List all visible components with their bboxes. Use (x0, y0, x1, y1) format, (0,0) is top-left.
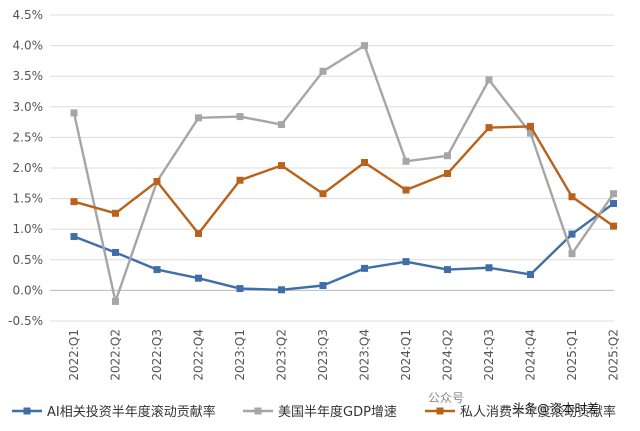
x-tick-label: 2023:Q3 (316, 329, 330, 381)
x-tick-label: 2025:Q2 (607, 329, 621, 381)
data-point (236, 113, 244, 121)
data-point (568, 193, 576, 201)
x-tick-label: 2023:Q2 (275, 329, 289, 381)
x-tick-label: 2023:Q1 (233, 329, 247, 381)
credit-text: 头条@资本时差 (512, 401, 600, 416)
data-point (444, 152, 451, 160)
data-point (112, 297, 119, 305)
data-point (153, 266, 161, 274)
data-point (610, 190, 617, 198)
series-line (72, 44, 615, 303)
watermark-text: 公众号 (428, 391, 465, 405)
data-point (278, 162, 285, 170)
data-point (236, 176, 244, 184)
data-point (444, 266, 451, 274)
data-point (361, 42, 368, 50)
y-tick-label: 0.0% (13, 283, 44, 297)
data-point (153, 177, 161, 185)
data-point (361, 158, 368, 166)
data-point (527, 270, 534, 278)
data-point (485, 76, 493, 84)
data-point (112, 248, 119, 256)
legend-label: 私人消费半年度滚动贡献率 (460, 404, 616, 420)
data-point (527, 122, 534, 130)
data-point (319, 190, 327, 198)
data-point (70, 198, 78, 206)
data-point (485, 124, 493, 132)
y-tick-label: 4.0% (13, 39, 44, 53)
y-tick-label: 1.5% (13, 192, 44, 206)
x-tick-label: 2024:Q3 (482, 329, 496, 381)
y-tick-label: 3.0% (13, 100, 44, 114)
legend-marker (23, 407, 31, 415)
data-point (402, 258, 410, 266)
legend-label: AI相关投资半年度滚动贡献率 (47, 404, 216, 420)
series-line (73, 202, 615, 291)
data-point (195, 229, 202, 237)
data-point (361, 264, 368, 272)
x-tick-label: 2024:Q4 (524, 329, 538, 381)
data-point (70, 233, 78, 241)
data-point (444, 170, 451, 178)
data-point (610, 199, 617, 207)
data-point (402, 186, 410, 194)
data-point (70, 109, 78, 117)
data-point (195, 114, 202, 122)
x-tick-label: 2024:Q2 (441, 329, 455, 381)
x-tick-label: 2025:Q1 (565, 329, 579, 381)
data-point (610, 222, 617, 230)
data-point (112, 209, 119, 217)
legend-marker (436, 407, 444, 415)
legend-label: 美国半年度GDP增速 (278, 404, 397, 420)
legend-marker (254, 407, 262, 415)
data-point (278, 121, 285, 129)
series-line (73, 125, 615, 235)
data-point (236, 285, 244, 293)
x-tick-label: 2022:Q1 (67, 329, 81, 381)
data-point (319, 282, 327, 290)
data-point (278, 286, 285, 294)
y-tick-label: 3.5% (13, 69, 44, 83)
data-point (485, 264, 493, 272)
data-point (568, 250, 576, 258)
data-point (319, 67, 327, 75)
x-tick-label: 2022:Q4 (192, 329, 206, 381)
y-tick-label: 0.5% (13, 253, 44, 267)
y-tick-label: 1.0% (13, 222, 44, 236)
data-point (402, 157, 410, 165)
data-point (568, 230, 576, 238)
data-point (195, 274, 202, 282)
x-tick-label: 2023:Q4 (358, 329, 372, 381)
y-tick-label: -0.5% (8, 314, 43, 328)
y-tick-label: 2.5% (13, 130, 44, 144)
y-tick-label: 2.0% (13, 161, 44, 175)
data-point (527, 129, 534, 137)
x-tick-label: 2022:Q2 (109, 329, 123, 381)
y-tick-label: 4.5% (13, 8, 44, 22)
x-tick-label: 2022:Q3 (150, 329, 164, 381)
x-tick-label: 2024:Q1 (399, 329, 413, 381)
